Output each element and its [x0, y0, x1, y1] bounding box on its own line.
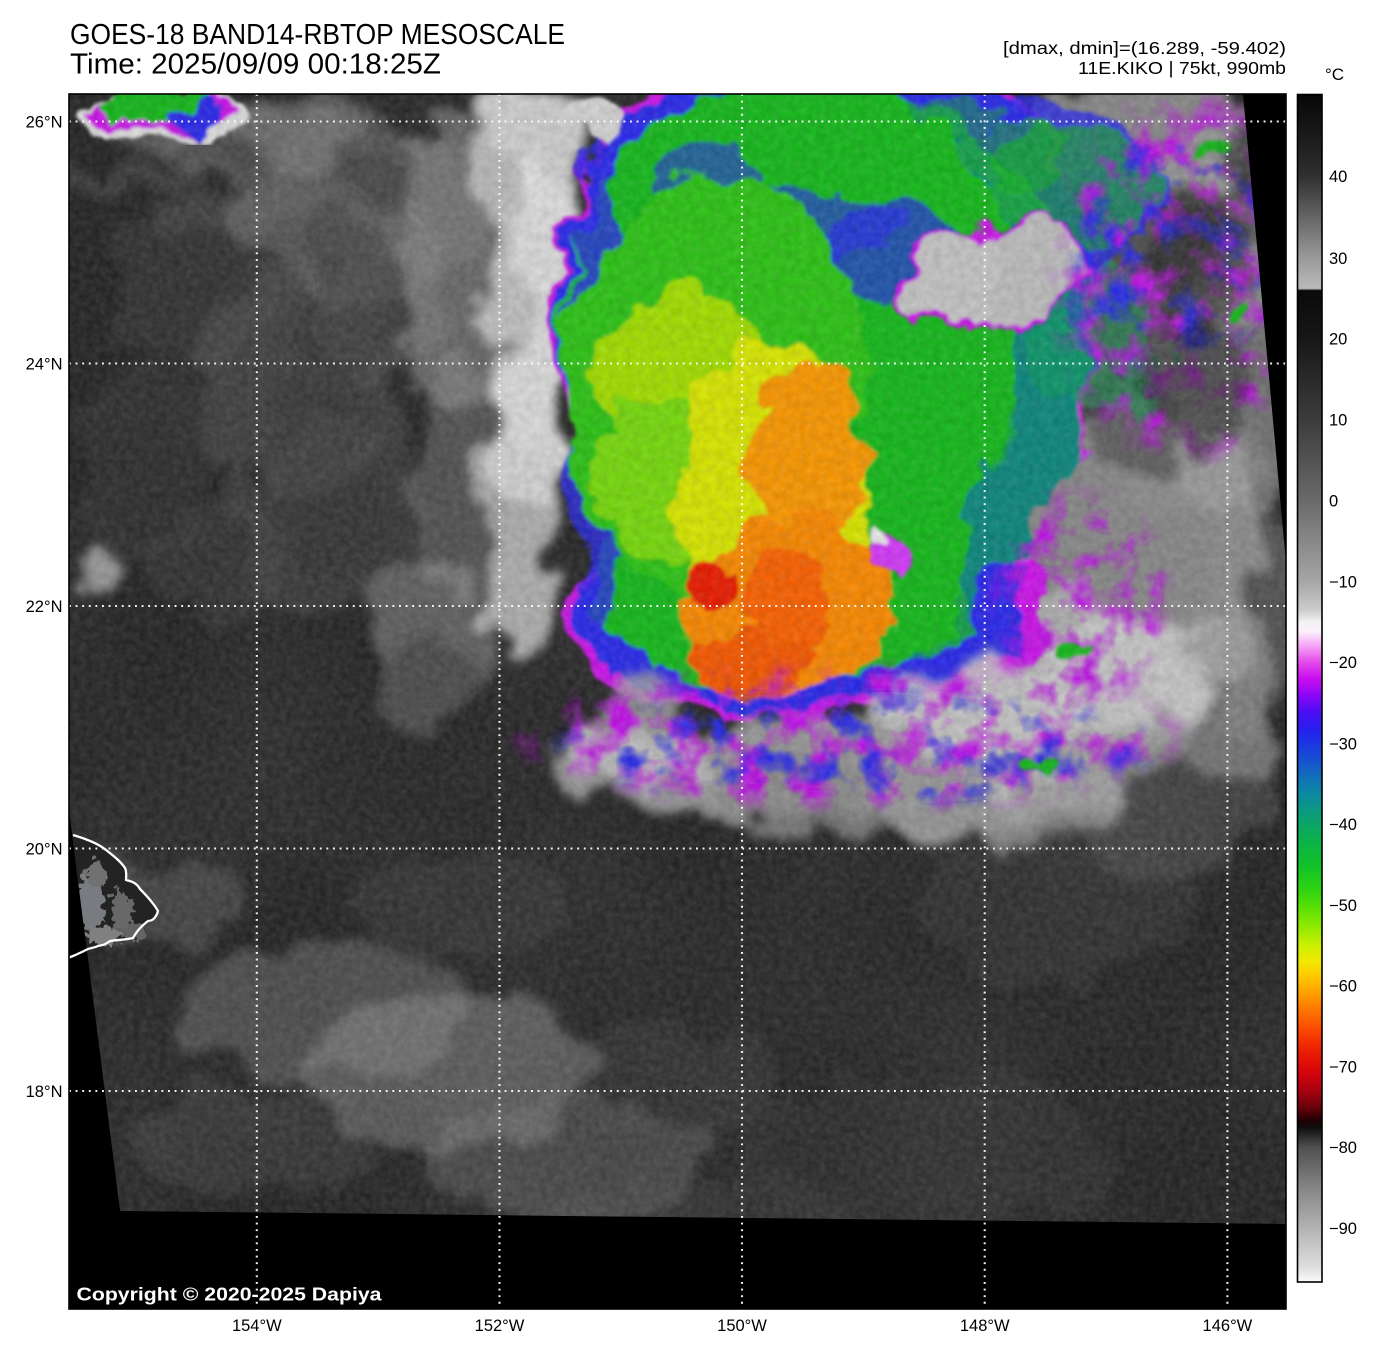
svg-text:−30: −30 [1329, 736, 1357, 754]
svg-text:150°W: 150°W [717, 1317, 767, 1335]
svg-text:24°N: 24°N [26, 356, 63, 374]
svg-text:−90: −90 [1329, 1220, 1357, 1238]
svg-text:40: 40 [1329, 168, 1347, 186]
svg-text:20°N: 20°N [26, 841, 63, 859]
svg-text:154°W: 154°W [232, 1317, 282, 1335]
svg-text:10: 10 [1329, 412, 1347, 430]
svg-text:°C: °C [1325, 65, 1344, 84]
svg-text:20: 20 [1329, 331, 1347, 349]
svg-text:0: 0 [1329, 493, 1338, 511]
svg-text:−20: −20 [1329, 654, 1357, 672]
svg-text:GOES-18 BAND14-RBTOP MESOSCALE: GOES-18 BAND14-RBTOP MESOSCALE [70, 19, 565, 51]
svg-text:148°W: 148°W [960, 1317, 1010, 1335]
svg-text:22°N: 22°N [26, 598, 63, 616]
svg-text:146°W: 146°W [1203, 1317, 1253, 1335]
svg-text:11E.KIKO | 75kt, 990mb: 11E.KIKO | 75kt, 990mb [1078, 58, 1286, 78]
svg-text:152°W: 152°W [475, 1317, 525, 1335]
svg-text:−50: −50 [1329, 897, 1357, 915]
svg-text:30: 30 [1329, 250, 1347, 268]
svg-text:Time: 2025/09/09 00:18:25Z: Time: 2025/09/09 00:18:25Z [70, 49, 441, 81]
svg-text:[dmax, dmin]=(16.289, -59.402): [dmax, dmin]=(16.289, -59.402) [1003, 38, 1286, 58]
svg-text:−40: −40 [1329, 816, 1357, 834]
svg-text:−10: −10 [1329, 574, 1357, 592]
svg-text:−60: −60 [1329, 978, 1357, 996]
svg-text:26°N: 26°N [26, 114, 63, 132]
svg-text:−70: −70 [1329, 1059, 1357, 1077]
svg-text:18°N: 18°N [26, 1083, 63, 1101]
svg-text:Copyright © 2020-2025 Dapiya: Copyright © 2020-2025 Dapiya [77, 1284, 383, 1305]
svg-text:−80: −80 [1329, 1139, 1357, 1157]
